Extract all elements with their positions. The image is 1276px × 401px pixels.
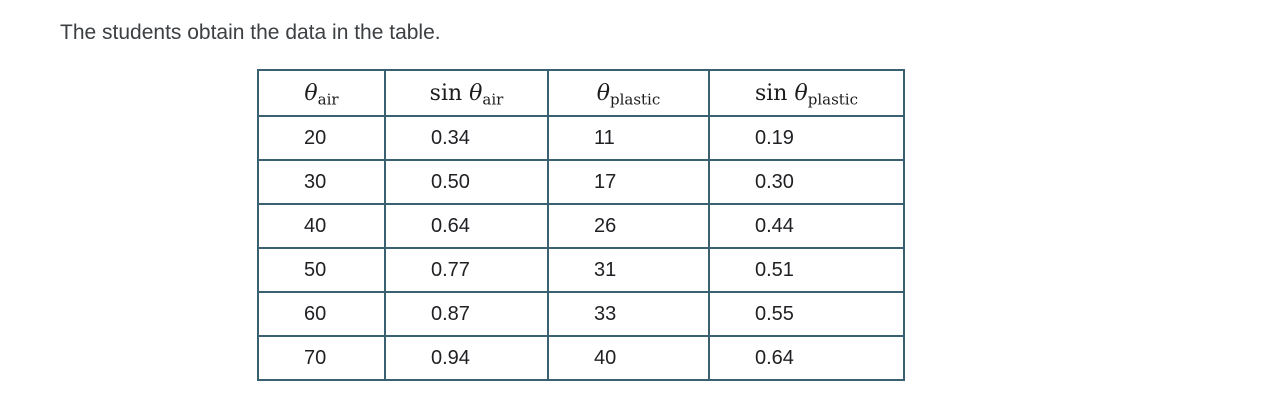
table-cell: 50 <box>257 247 386 293</box>
table-cell: 0.50 <box>384 159 549 205</box>
table-cell: 40 <box>547 335 710 381</box>
table-cell: 0.55 <box>708 291 905 337</box>
table-cell: 0.77 <box>384 247 549 293</box>
theta-symbol: θ <box>469 80 483 106</box>
table-cell: 60 <box>257 291 386 337</box>
table-cell: 26 <box>547 203 710 249</box>
table-row: 20 0.34 11 0.19 <box>257 115 905 161</box>
subscript-label: plastic <box>807 90 859 108</box>
table-cell: 0.64 <box>384 203 549 249</box>
table-cell: 30 <box>257 159 386 205</box>
table-cell: 31 <box>547 247 710 293</box>
column-header-theta-air: θair <box>257 69 386 117</box>
table-cell: 0.51 <box>708 247 905 293</box>
column-header-sin-theta-plastic: sin θplastic <box>708 69 905 117</box>
header-row: θair sin θair θplastic sin θplastic <box>257 69 905 117</box>
table-cell: 0.87 <box>384 291 549 337</box>
table-cell: 0.30 <box>708 159 905 205</box>
table-cell: 0.44 <box>708 203 905 249</box>
table-row: 50 0.77 31 0.51 <box>257 247 905 293</box>
sin-operator: sin <box>754 80 795 106</box>
table-cell: 33 <box>547 291 710 337</box>
table-row: 60 0.87 33 0.55 <box>257 291 905 337</box>
table-row: 30 0.50 17 0.30 <box>257 159 905 205</box>
table-cell: 0.19 <box>708 115 905 161</box>
theta-symbol: θ <box>304 80 318 106</box>
table-cell: 17 <box>547 159 710 205</box>
table-row: 70 0.94 40 0.64 <box>257 335 905 381</box>
table-cell: 11 <box>547 115 710 161</box>
table-cell: 0.64 <box>708 335 905 381</box>
column-header-sin-theta-air: sin θair <box>384 69 549 117</box>
theta-symbol: θ <box>596 80 610 106</box>
subscript-label: plastic <box>609 90 661 108</box>
data-table: θair sin θair θplastic sin θplastic 20 0.34 1… <box>257 69 905 381</box>
intro-text: The students obtain the data in the tabl… <box>60 21 441 44</box>
sin-operator: sin <box>429 80 470 106</box>
table-cell: 0.34 <box>384 115 549 161</box>
table-row: 40 0.64 26 0.44 <box>257 203 905 249</box>
subscript-label: air <box>482 90 504 108</box>
table-cell: 70 <box>257 335 386 381</box>
theta-symbol: θ <box>794 80 808 106</box>
table-cell: 40 <box>257 203 386 249</box>
column-header-theta-plastic: θplastic <box>547 69 710 117</box>
table-cell: 0.94 <box>384 335 549 381</box>
subscript-label: air <box>317 90 339 108</box>
table-cell: 20 <box>257 115 386 161</box>
